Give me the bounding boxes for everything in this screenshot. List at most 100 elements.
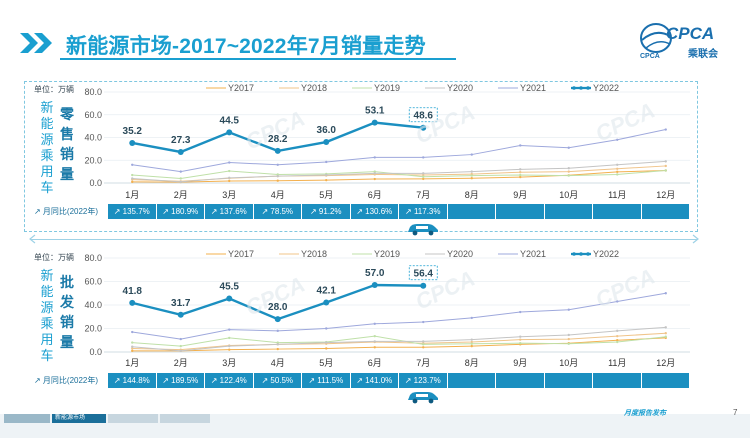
series-line-y2020 (132, 326, 666, 352)
mom-cell (496, 204, 545, 219)
data-point (616, 340, 619, 344)
cpca-logo: CPCA CPCA 乘联会 (636, 18, 728, 62)
legend-label: Y2022 (593, 83, 619, 93)
x-tick-label: 2月 (174, 358, 188, 368)
x-tick-label: 1月 (125, 358, 139, 368)
legend-marker (579, 252, 583, 256)
data-point (276, 347, 279, 351)
data-point (129, 139, 136, 146)
data-point (323, 299, 330, 306)
data-point (276, 163, 279, 166)
series-line-y2017 (132, 337, 666, 352)
data-point (664, 128, 667, 131)
data-point (616, 334, 619, 338)
data-point (276, 179, 279, 182)
data-point (664, 332, 667, 335)
data-point (567, 308, 570, 311)
data-label: 53.1 (365, 106, 385, 117)
data-point (373, 334, 376, 338)
x-tick-label: 10月 (559, 190, 578, 200)
footer-tab-new-energy[interactable]: 新能源市场 (52, 414, 106, 423)
footer-tab-4[interactable] (160, 414, 210, 423)
data-point (470, 174, 473, 177)
data-point (131, 345, 134, 348)
legend-marker (572, 252, 576, 256)
data-point (519, 170, 522, 174)
y-tick-label: 40.0 (84, 300, 102, 310)
data-point (325, 327, 328, 330)
data-point (422, 156, 425, 159)
y-tick-label: 80.0 (84, 253, 102, 263)
svg-text:CPCA: CPCA (640, 53, 660, 60)
mom-cell (593, 204, 642, 219)
data-point (371, 119, 378, 126)
data-point (373, 170, 376, 173)
x-tick-label: 10月 (559, 358, 578, 368)
footer-tab-1[interactable] (4, 414, 50, 423)
data-point (371, 282, 378, 289)
y-tick-label: 80.0 (84, 87, 102, 97)
data-point (519, 341, 522, 345)
data-point (616, 170, 619, 174)
data-point (567, 170, 570, 173)
x-tick-label: 9月 (513, 358, 527, 368)
y-tick-label: 60.0 (84, 110, 102, 120)
data-point (519, 175, 522, 179)
data-point (567, 167, 570, 170)
series-line-y2020 (132, 160, 666, 183)
arrow-right-icon (692, 234, 699, 244)
data-label: 31.7 (171, 298, 191, 309)
data-point (664, 292, 667, 295)
data-point (616, 167, 619, 170)
data-point (420, 282, 427, 289)
mom-cell: ↗ 123.7% (399, 373, 448, 388)
double-chevron-icon (20, 33, 52, 53)
footer-bar: 新能源市场 (0, 414, 750, 438)
data-point (519, 168, 522, 171)
data-point (131, 349, 134, 353)
footer-tab-3[interactable] (108, 414, 158, 423)
legend-marker (586, 252, 590, 256)
legend-label: Y2021 (520, 83, 546, 93)
legend-label: Y2018 (301, 249, 327, 259)
data-point (325, 160, 328, 164)
arrow-left-icon (29, 234, 36, 244)
data-point (228, 176, 231, 180)
page-title: 新能源市场-2017~2022年7月销量走势 (66, 35, 426, 58)
highlight-box (408, 265, 438, 281)
data-point (228, 348, 231, 351)
data-label: 45.5 (220, 282, 240, 293)
legend-label: Y2018 (301, 83, 327, 93)
mom-cell (496, 373, 545, 388)
legend-label: Y2022 (593, 249, 619, 259)
mom-cell (642, 204, 690, 219)
data-point (519, 144, 522, 147)
legend-marker (572, 86, 576, 90)
data-point (422, 177, 425, 181)
data-point (470, 170, 473, 173)
data-point (567, 146, 570, 149)
mom-cell (593, 373, 642, 388)
data-point (664, 164, 667, 168)
data-point (323, 139, 330, 146)
data-point (228, 344, 231, 348)
data-point (373, 346, 376, 349)
data-point (470, 316, 473, 320)
legend-marker (586, 86, 590, 90)
mom-cell: ↗ 137.6% (205, 204, 254, 219)
data-point (664, 169, 667, 172)
mom-header: ↗ 月同比(2022年) (34, 373, 108, 388)
x-tick-label: 12月 (656, 190, 675, 200)
data-label: 27.3 (171, 135, 191, 146)
data-point (422, 172, 425, 175)
title-underline (60, 58, 456, 60)
y-tick-label: 0.0 (89, 178, 102, 188)
mom-cell (448, 373, 496, 388)
data-point (664, 335, 667, 338)
unit-label: 单位：万辆 (34, 85, 74, 94)
x-tick-label: 9月 (513, 190, 527, 200)
data-point (470, 340, 473, 344)
data-point (470, 338, 473, 341)
